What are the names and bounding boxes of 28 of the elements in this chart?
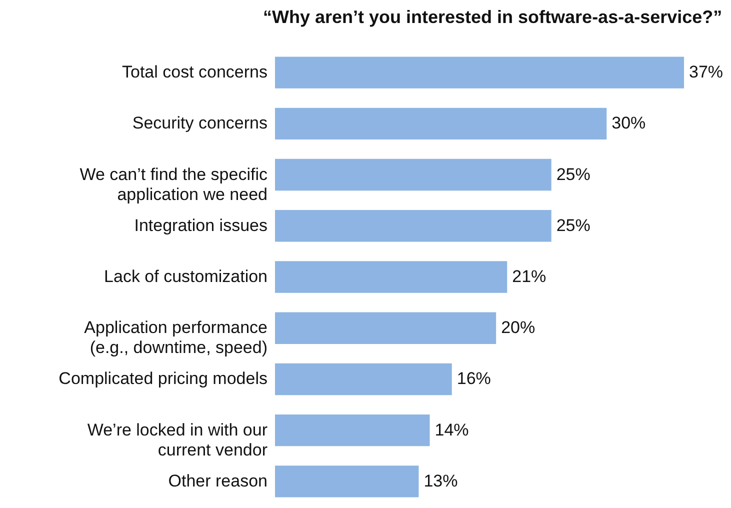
data-label: 16% (456, 369, 491, 388)
bar (275, 210, 552, 242)
data-label: 30% (612, 114, 646, 133)
bar (275, 466, 419, 498)
bar (275, 312, 496, 344)
data-label: 14% (434, 420, 469, 440)
y-tick-label: Application performance (e.g., downtime, speed) (84, 318, 268, 358)
y-tick-label: Lack of customization (104, 267, 268, 286)
data-label: 13% (424, 471, 458, 490)
bar (275, 261, 508, 293)
chart-title: “Why aren’t you interested in software-as-a-service?” (263, 7, 722, 27)
data-label: 37% (689, 62, 724, 82)
y-tick-label: Security concerns (132, 114, 268, 133)
bar (275, 158, 552, 191)
bar (275, 108, 607, 140)
data-label: 25% (556, 164, 590, 184)
data-label: 21% (512, 267, 546, 286)
y-tick-label: We can’t find the specific application we need (80, 164, 268, 204)
bar (275, 363, 452, 396)
data-label: 25% (556, 216, 590, 235)
y-tick-label: Complicated pricing models (58, 369, 268, 388)
y-tick-label: Total cost concerns (122, 62, 268, 82)
y-tick-label: Other reason (168, 471, 268, 490)
bar (275, 414, 430, 446)
bar (275, 56, 684, 88)
data-label: 20% (501, 318, 536, 338)
y-tick-label: Integration issues (134, 216, 268, 235)
y-tick-label: We’re locked in with our current vendor (87, 420, 268, 460)
